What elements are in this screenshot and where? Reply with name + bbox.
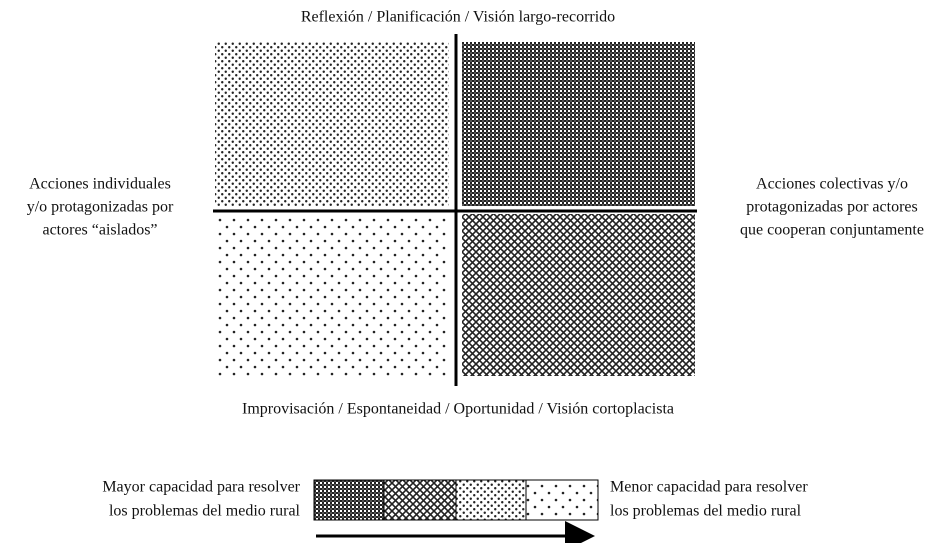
quadrant-top-left	[215, 42, 449, 206]
legend-right-label: Menor capacidad para resolver	[610, 479, 808, 496]
right-axis-label: Acciones colectivas y/o	[756, 176, 908, 193]
legend-left-label: Mayor capacidad para resolver	[102, 479, 300, 496]
legend-swatch	[525, 479, 599, 521]
top-axis-label: Reflexión / Planificación / Visión largo…	[301, 9, 615, 26]
left-axis-label: Acciones individuales	[29, 176, 171, 193]
quadrant-top-right	[462, 42, 695, 206]
legend-swatch	[313, 479, 385, 521]
legend-left-label: los problemas del medio rural	[109, 503, 301, 520]
quadrant-bottom-right	[462, 214, 695, 376]
right-axis-label: que cooperan conjuntamente	[740, 222, 924, 239]
left-axis-label: actores “aislados”	[42, 222, 157, 239]
legend-scale	[313, 479, 599, 521]
bottom-axis-label: Improvisación / Espontaneidad / Oportuni…	[242, 401, 674, 418]
quadrant-bottom-left	[215, 216, 449, 376]
right-axis-label: protagonizadas por actores	[746, 199, 917, 216]
left-axis-label: y/o protagonizadas por	[27, 199, 174, 216]
legend-swatch	[455, 479, 527, 521]
legend-swatch	[383, 479, 457, 521]
legend-right-label: los problemas del medio rural	[610, 503, 802, 520]
